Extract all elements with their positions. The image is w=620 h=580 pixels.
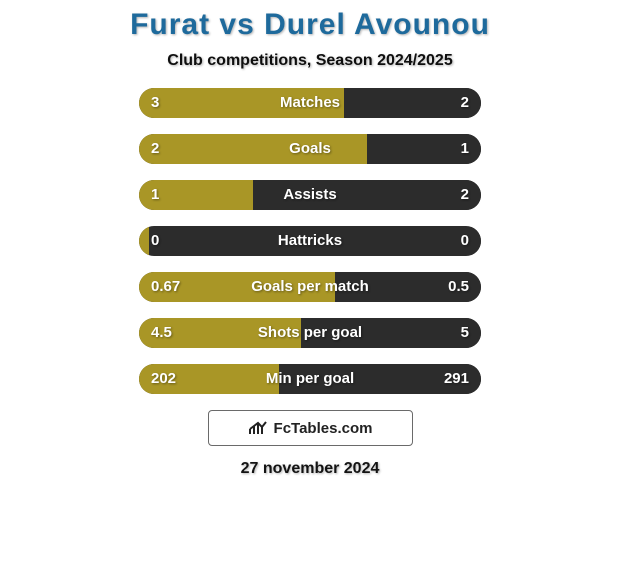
stat-label: Goals bbox=[139, 134, 481, 164]
side-ellipse bbox=[10, 122, 110, 150]
stat-label: Hattricks bbox=[139, 226, 481, 256]
stat-label: Matches bbox=[139, 88, 481, 118]
stat-row: 202291Min per goal bbox=[139, 364, 481, 394]
stat-label: Min per goal bbox=[139, 364, 481, 394]
chart-icon bbox=[248, 420, 268, 436]
page-title: Furat vs Durel Avounou bbox=[0, 8, 620, 42]
stat-row: 00Hattricks bbox=[139, 226, 481, 256]
comparison-infographic: Furat vs Durel Avounou Club competitions… bbox=[0, 0, 620, 580]
footer-text: FcTables.com bbox=[274, 420, 373, 437]
side-ellipse bbox=[20, 174, 120, 202]
side-ellipse bbox=[504, 174, 604, 202]
stat-row: 12Assists bbox=[139, 180, 481, 210]
stat-row: 0.670.5Goals per match bbox=[139, 272, 481, 302]
stat-label: Shots per goal bbox=[139, 318, 481, 348]
stat-row: 21Goals bbox=[139, 134, 481, 164]
stat-row: 32Matches bbox=[139, 88, 481, 118]
stat-row: 4.55Shots per goal bbox=[139, 318, 481, 348]
subtitle: Club competitions, Season 2024/2025 bbox=[0, 52, 620, 70]
footer-attribution[interactable]: FcTables.com bbox=[208, 410, 413, 446]
stat-label: Goals per match bbox=[139, 272, 481, 302]
date-label: 27 november 2024 bbox=[0, 460, 620, 478]
stat-label: Assists bbox=[139, 180, 481, 210]
side-ellipse bbox=[488, 122, 588, 150]
